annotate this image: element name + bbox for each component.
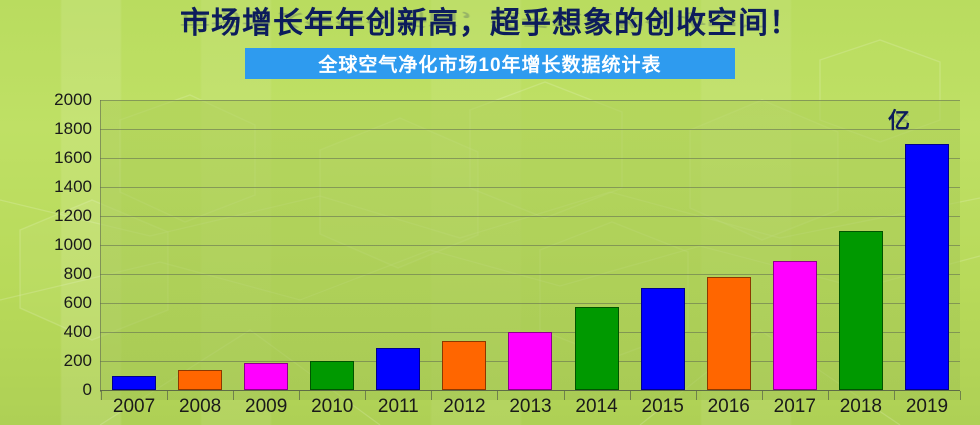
- gridline: [100, 129, 960, 130]
- x-axis-tick-label: 2018: [839, 396, 883, 417]
- x-axis-tick: [431, 391, 433, 400]
- x-axis-tick: [827, 391, 829, 400]
- bar: [574, 306, 619, 390]
- x-axis-tick-label: 2017: [773, 396, 816, 417]
- y-axis-tick-label: 1000: [54, 235, 92, 254]
- page-title: 市场增长年年创新高，超乎想象的创收空间！: [180, 7, 800, 40]
- x-axis-tick: [299, 391, 301, 400]
- bar-slot: [894, 100, 960, 390]
- bar-slot: [233, 100, 299, 390]
- bar-slot: [497, 100, 563, 390]
- y-axis-tick-label: 200: [63, 351, 92, 370]
- x-axis-tick-label: 2007: [112, 396, 156, 417]
- bar: [904, 143, 949, 390]
- x-axis-tick-label: 2015: [641, 396, 684, 417]
- y-axis-line: [100, 100, 101, 392]
- bar: [838, 230, 883, 390]
- gridline: [100, 187, 960, 188]
- bar-slot: [101, 100, 167, 390]
- bar-slot: [696, 100, 762, 390]
- x-axis-tick-label: 2009: [245, 396, 288, 417]
- subtitle-text: 全球空气净化市场10年增长数据统计表: [318, 55, 662, 76]
- bar: [244, 363, 289, 390]
- x-axis-tick: [167, 391, 169, 400]
- x-axis-tick-label: 2012: [443, 396, 486, 417]
- y-axis-tick-label: 800: [63, 264, 92, 283]
- y-axis-tick-label: 1800: [54, 119, 92, 138]
- bar-slot: [431, 100, 497, 390]
- x-axis-line: [100, 390, 960, 391]
- y-axis-tick-label: 2000: [54, 90, 92, 109]
- x-axis-tick-label: 2008: [178, 396, 222, 417]
- bar: [640, 287, 685, 390]
- x-axis-ticks: [101, 391, 961, 401]
- bar-slot: [365, 100, 431, 390]
- y-axis-tick-label: 1400: [54, 177, 92, 196]
- x-axis-tick: [365, 391, 367, 400]
- gridline: [100, 245, 960, 246]
- bar-slot: [762, 100, 828, 390]
- bar-slot: [828, 100, 894, 390]
- bar-chart: 0 200 400 600 800 1000 1200 1400 1600 1800 2000 20…: [0, 90, 980, 425]
- bar-slot: [167, 100, 233, 390]
- y-axis-tick-label: 1200: [54, 206, 92, 225]
- x-axis-tick-label: 2010: [311, 396, 354, 417]
- subtitle-banner: 全球空气净化市场10年增长数据统计表: [245, 48, 735, 79]
- gridline: [100, 158, 960, 159]
- x-axis-tick-label: 2016: [707, 396, 750, 417]
- x-axis-tick: [101, 391, 102, 400]
- gridline: [100, 100, 960, 101]
- gridline: [100, 303, 960, 304]
- x-axis-tick-label: 2014: [575, 396, 618, 417]
- bar: [376, 347, 421, 390]
- x-axis-tick: [497, 391, 499, 400]
- gridline: [100, 274, 960, 275]
- bar: [508, 332, 553, 390]
- bar: [310, 361, 355, 390]
- bar: [772, 260, 817, 390]
- y-axis-tick-label: 600: [63, 293, 92, 312]
- x-axis-tick: [563, 391, 565, 400]
- bar: [706, 276, 751, 390]
- bar-slot: [564, 100, 630, 390]
- bar: [112, 376, 157, 390]
- x-axis-tick: [629, 391, 631, 400]
- bar-slot: [630, 100, 696, 390]
- x-axis-tick-label: 2013: [509, 396, 552, 417]
- x-axis-tick: [960, 391, 961, 400]
- y-axis-tick-label: 400: [63, 322, 92, 341]
- page-title-reflection: 市场增长年年创新高，超乎想象的创收空间！: [180, 9, 800, 29]
- x-axis-labels: 2007 2008 2009 2010 2011 2012 2013 2014 2015 2016…: [101, 396, 960, 424]
- bar: [442, 340, 487, 390]
- y-axis-labels: 0 200 400 600 800 1000 1200 1400 1600 1800 2000: [0, 90, 92, 400]
- plot-area: [101, 100, 960, 390]
- x-axis-tick: [695, 391, 697, 400]
- bar-slot: [299, 100, 365, 390]
- x-axis-tick-label: 2019: [905, 396, 949, 417]
- unit-label-reflection: 亿: [888, 111, 911, 124]
- y-axis-tick-label: 0: [82, 380, 92, 399]
- x-axis-tick: [233, 391, 235, 400]
- x-axis-tick-label: 2011: [377, 396, 419, 417]
- x-axis-tick: [893, 391, 895, 400]
- bar: [178, 370, 223, 390]
- gridline: [100, 216, 960, 217]
- x-axis-tick: [761, 391, 763, 400]
- unit-label: 亿: [888, 108, 911, 133]
- y-axis-tick-label: 1600: [54, 148, 92, 167]
